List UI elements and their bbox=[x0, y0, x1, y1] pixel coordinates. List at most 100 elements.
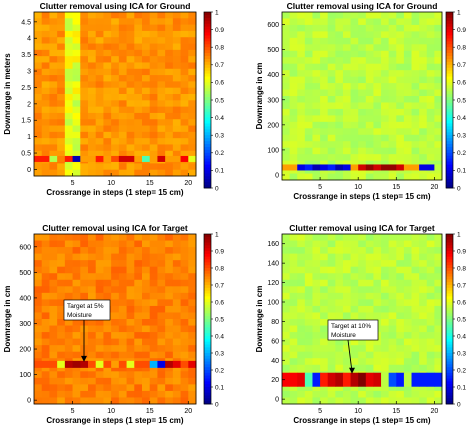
heatmap-cell bbox=[373, 312, 382, 320]
heatmap-cell bbox=[282, 319, 291, 326]
heatmap-cell bbox=[188, 43, 197, 51]
heatmap-cell bbox=[365, 108, 374, 116]
heatmap-cell bbox=[118, 12, 127, 19]
heatmap-cell bbox=[180, 260, 189, 268]
annotation-text: Target at 10% Moisture bbox=[331, 323, 371, 339]
heatmap-cell bbox=[426, 260, 435, 268]
heatmap-cell bbox=[57, 68, 66, 76]
heatmap-cell bbox=[419, 76, 428, 84]
heatmap-cell bbox=[282, 102, 291, 110]
heatmap-cell bbox=[142, 144, 151, 152]
heatmap-cell bbox=[358, 390, 367, 398]
heatmap-cell bbox=[350, 338, 359, 346]
heatmap-cell bbox=[103, 37, 112, 44]
heatmap-cell bbox=[118, 62, 127, 70]
heatmap-cell bbox=[282, 299, 291, 307]
heatmap-cell bbox=[134, 100, 143, 108]
heatmap-cell bbox=[358, 279, 367, 287]
heatmap-cell bbox=[157, 325, 166, 333]
heatmap-cell bbox=[289, 134, 298, 142]
heatmap-cell bbox=[297, 83, 306, 90]
heatmap-cell bbox=[88, 266, 97, 274]
colorbar-swatch bbox=[204, 94, 211, 98]
heatmap-cell bbox=[312, 37, 321, 45]
heatmap-cell bbox=[403, 121, 412, 129]
heatmap-cell bbox=[57, 325, 66, 333]
band-cell bbox=[381, 164, 390, 171]
colorbar-swatch bbox=[446, 179, 453, 183]
heatmap-cell bbox=[419, 115, 428, 123]
heatmap-cell bbox=[72, 144, 81, 152]
heatmap-cell bbox=[365, 89, 374, 97]
heatmap-cell bbox=[358, 102, 367, 110]
heatmap-cell bbox=[411, 141, 420, 149]
heatmap-cell bbox=[57, 49, 66, 57]
heatmap-cell bbox=[34, 390, 43, 398]
heatmap-cell bbox=[342, 253, 351, 261]
heatmap-cell bbox=[411, 305, 420, 313]
heatmap-cell bbox=[126, 299, 135, 307]
colorbar-swatch bbox=[446, 321, 453, 326]
heatmap-cell bbox=[103, 377, 112, 385]
heatmap-cell bbox=[134, 345, 143, 353]
heatmap-cell bbox=[57, 253, 66, 261]
heatmap-cell bbox=[358, 253, 367, 261]
heatmap-cell bbox=[411, 345, 420, 353]
heatmap-cell bbox=[419, 173, 428, 181]
heatmap-cell bbox=[111, 138, 120, 145]
band-cell bbox=[157, 360, 166, 368]
heatmap-cell bbox=[419, 384, 428, 392]
heatmap-cell bbox=[180, 234, 189, 241]
heatmap-cell bbox=[358, 76, 367, 84]
heatmap-cell bbox=[304, 253, 313, 261]
heatmap-cell bbox=[320, 247, 329, 255]
heatmap-cell bbox=[365, 31, 374, 39]
heatmap-cell bbox=[327, 96, 336, 103]
heatmap-cell bbox=[289, 18, 298, 26]
heatmap-cell bbox=[103, 87, 112, 95]
heatmap-cell bbox=[350, 37, 359, 45]
heatmap-cell bbox=[72, 150, 81, 158]
heatmap-cell bbox=[165, 30, 174, 38]
heatmap-cell bbox=[118, 247, 127, 255]
colorbar-swatch bbox=[204, 58, 211, 63]
heatmap-cell bbox=[358, 115, 367, 123]
band-cell bbox=[335, 372, 344, 387]
heatmap-cell bbox=[64, 81, 73, 89]
heatmap-cell bbox=[304, 12, 313, 19]
colorbar-swatch bbox=[204, 26, 211, 30]
heatmap-cell bbox=[297, 154, 306, 162]
heatmap-cell bbox=[304, 154, 313, 162]
heatmap-cell bbox=[172, 325, 181, 333]
heatmap-cell bbox=[426, 173, 435, 181]
colorbar-swatch bbox=[204, 361, 211, 365]
heatmap-cell bbox=[180, 43, 189, 51]
heatmap-cell bbox=[118, 81, 127, 89]
heatmap-cell bbox=[134, 43, 143, 51]
heatmap-cell bbox=[165, 125, 174, 133]
heatmap-cell bbox=[172, 253, 181, 261]
heatmap-cell bbox=[434, 319, 443, 326]
colorbar-swatch bbox=[204, 262, 211, 266]
heatmap-cell bbox=[95, 106, 104, 114]
heatmap-cell bbox=[142, 56, 151, 63]
heatmap-cell bbox=[365, 273, 374, 281]
band-cell bbox=[49, 360, 58, 368]
x-tick-label: 5 bbox=[71, 180, 75, 187]
heatmap-cell bbox=[57, 112, 66, 120]
heatmap-cell bbox=[118, 377, 127, 385]
colorbar-tick-label: 0.7 bbox=[457, 282, 466, 289]
colorbar-swatch bbox=[446, 287, 453, 292]
heatmap-cell bbox=[342, 286, 351, 294]
heatmap-cell bbox=[188, 106, 197, 114]
heatmap-cell bbox=[388, 102, 397, 110]
colorbar-swatch bbox=[446, 120, 453, 124]
heatmap-cell bbox=[297, 102, 306, 110]
heatmap-cell bbox=[172, 397, 181, 405]
colorbar-swatch bbox=[446, 35, 453, 39]
colorbar-swatch bbox=[204, 313, 211, 317]
heatmap-cell bbox=[289, 384, 298, 392]
heatmap-cell bbox=[426, 358, 435, 366]
heatmap-cell bbox=[157, 312, 166, 320]
heatmap-cell bbox=[320, 63, 329, 71]
